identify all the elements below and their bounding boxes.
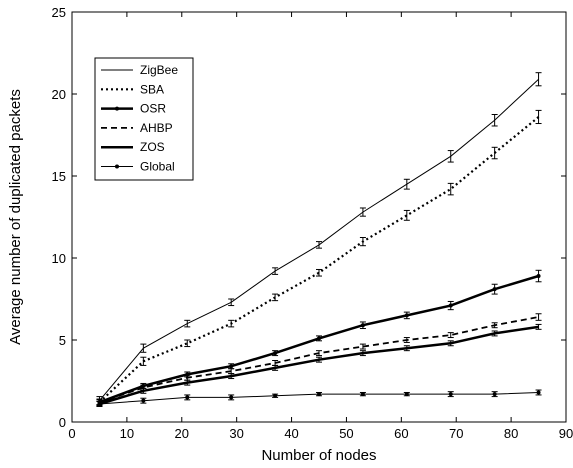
y-tick-label: 15 xyxy=(52,169,66,184)
y-tick-label: 0 xyxy=(59,415,66,430)
x-tick-label: 50 xyxy=(339,426,353,441)
legend-label-global: Global xyxy=(140,160,175,174)
data-point-global xyxy=(360,392,365,397)
legend-label-sba: SBA xyxy=(140,82,164,96)
x-tick-label: 80 xyxy=(504,426,518,441)
x-tick-label: 60 xyxy=(394,426,408,441)
data-point-global xyxy=(273,393,278,398)
data-point-global xyxy=(448,392,453,397)
x-tick-label: 0 xyxy=(68,426,75,441)
y-tick-label: 25 xyxy=(52,5,66,20)
x-tick-label: 10 xyxy=(120,426,134,441)
legend: ZigBee SBA OSR AHBP ZOS Global xyxy=(94,57,194,181)
legend-marker-osr xyxy=(115,106,119,111)
x-tick-label: 40 xyxy=(284,426,298,441)
x-tick-label: 20 xyxy=(175,426,189,441)
legend-label-osr: OSR xyxy=(140,102,166,116)
x-tick-label: 30 xyxy=(229,426,243,441)
series-line-sba xyxy=(98,116,540,404)
data-point-global xyxy=(97,401,102,406)
y-tick-label: 5 xyxy=(59,333,66,348)
legend-label-zigbee: ZigBee xyxy=(140,63,178,77)
y-tick-label: 10 xyxy=(52,251,66,266)
x-tick-label: 90 xyxy=(559,426,573,441)
data-point-global xyxy=(404,392,409,397)
data-point-osr xyxy=(448,303,453,308)
data-point-global xyxy=(317,392,321,397)
data-point-osr xyxy=(492,287,497,292)
data-point-osr xyxy=(229,364,234,369)
series-group xyxy=(96,72,542,407)
data-point-global xyxy=(229,395,234,400)
data-point-global xyxy=(185,395,190,400)
data-point-osr xyxy=(360,323,365,328)
legend-box xyxy=(94,57,194,181)
data-point-global xyxy=(141,398,146,403)
y-axis-title: Average number of duplicated packets xyxy=(7,89,24,345)
legend-label-zos: ZOS xyxy=(140,140,165,154)
axis-ticks: 0 10 20 30 40 50 60 70 80 90 0 5 10 15 20 25 xyxy=(52,5,573,441)
legend-label-ahbp: AHBP xyxy=(140,121,173,135)
legend-marker-global xyxy=(115,164,119,169)
data-point-osr xyxy=(404,313,409,318)
y-tick-label: 20 xyxy=(52,87,66,102)
data-point-global xyxy=(492,392,497,397)
x-tick-label: 70 xyxy=(449,426,463,441)
data-point-global xyxy=(536,390,541,395)
x-axis-title: Number of nodes xyxy=(261,447,376,464)
data-point-osr xyxy=(273,351,278,356)
data-point-osr xyxy=(317,336,321,341)
data-point-osr xyxy=(536,274,541,279)
